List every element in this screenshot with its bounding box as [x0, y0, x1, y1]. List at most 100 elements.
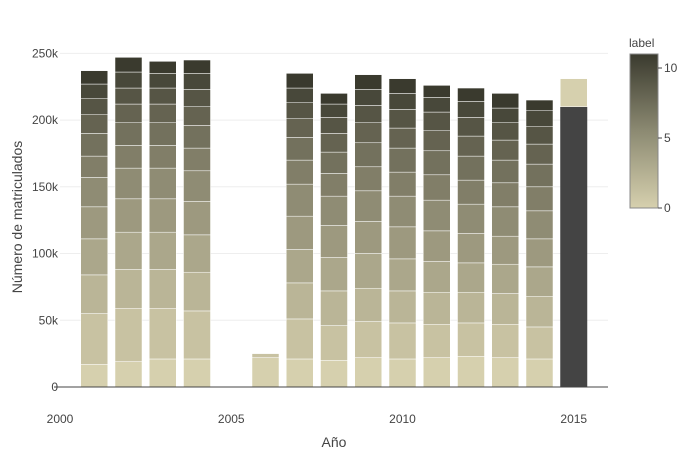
- bar-segment: [491, 159, 519, 184]
- bar-segment: [354, 357, 382, 388]
- bar-segment: [183, 73, 211, 90]
- bar-segment: [149, 122, 177, 146]
- bar-segment: [80, 238, 108, 276]
- bar-segment: [457, 179, 485, 205]
- bar-segment: [286, 102, 314, 119]
- bar-segment: [80, 177, 108, 208]
- bar-segment: [354, 321, 382, 358]
- bar-segment: [457, 262, 485, 293]
- bar-segment: [286, 159, 314, 185]
- bar-segment: [80, 83, 108, 99]
- bar-segment: [320, 195, 348, 226]
- bar-segment: [457, 233, 485, 264]
- bar-segment: [80, 98, 108, 115]
- bar-segment: [320, 103, 348, 118]
- bar-segment: [149, 358, 177, 388]
- bar-segment: [457, 356, 485, 388]
- bar-segment: [457, 87, 485, 102]
- bar-segment: [423, 150, 451, 176]
- bar-segment: [80, 313, 108, 365]
- bar-segment: [491, 139, 519, 161]
- bar-segment: [80, 70, 108, 85]
- x-axis-title: Año: [322, 434, 347, 450]
- bar-segment: [388, 258, 417, 292]
- bars: [80, 57, 588, 388]
- bar-segment: [149, 231, 177, 270]
- colorbar: label 0 5 10: [629, 36, 678, 215]
- bar-segment: [388, 93, 417, 110]
- y-axis-title: Número de matriculados: [9, 141, 25, 294]
- bar-segment: [525, 210, 554, 240]
- bar-segment: [149, 198, 177, 233]
- bar-segment: [183, 201, 211, 236]
- bar-segment: [525, 295, 554, 328]
- bar-segment: [183, 271, 211, 312]
- bar-segment: [354, 287, 382, 322]
- bar-segment: [80, 114, 108, 134]
- bar-segment: [423, 357, 451, 388]
- bar-segment: [354, 122, 382, 144]
- bar-segment: [149, 103, 177, 123]
- bar-segment: [80, 206, 108, 240]
- bar-segment: [388, 290, 417, 324]
- bar-segment: [354, 105, 382, 123]
- bar-segment: [423, 174, 451, 201]
- bar-segment: [457, 291, 485, 324]
- bar-segment: [423, 230, 451, 262]
- colorbar-ticks: 0 5 10: [658, 61, 678, 215]
- bar-segment: [491, 263, 519, 294]
- bar-segment: [525, 163, 554, 188]
- bar-segment: [320, 133, 348, 153]
- bar-segment: [286, 183, 314, 217]
- colorbar-tick-label: 5: [664, 131, 671, 145]
- bar-segment: [114, 308, 143, 362]
- bar-segment: [354, 253, 382, 289]
- bar-segment: [423, 85, 451, 98]
- colorbar-tick-label: 0: [664, 201, 671, 215]
- bar-segment: [457, 101, 485, 118]
- bar-segment: [149, 73, 177, 89]
- bar-segment: [525, 110, 554, 127]
- bar-segment: [149, 87, 177, 105]
- bar-segment: [286, 137, 314, 161]
- bar-segment: [286, 73, 314, 89]
- bar-segment: [286, 282, 314, 320]
- bar-segment: [80, 364, 108, 388]
- bar-segment: [491, 107, 519, 123]
- bar-segment: [388, 358, 417, 388]
- bar-segment: [114, 103, 143, 123]
- bar-segment: [388, 195, 417, 228]
- bar-segment: [354, 89, 382, 106]
- bar-segment: [183, 358, 211, 388]
- bar-segment: [320, 290, 348, 326]
- bar-segment: [423, 324, 451, 358]
- y-tick-label: 150k: [32, 180, 59, 194]
- bar-segment: [149, 308, 177, 360]
- x-tick-label: 2005: [218, 412, 245, 426]
- bar-segment: [423, 111, 451, 132]
- bar-segment: [388, 322, 417, 360]
- bar-segment: [525, 99, 554, 111]
- bar-segment: [114, 269, 143, 309]
- bar-segment: [320, 151, 348, 174]
- bar-segment: [388, 109, 417, 129]
- bar-segment: [114, 71, 143, 89]
- bar-segment: [320, 173, 348, 197]
- bar-segment: [423, 130, 451, 152]
- bar-segment: [320, 117, 348, 134]
- bar-segment: [114, 167, 143, 200]
- bar-segment: [286, 249, 314, 284]
- bar-segment: [183, 125, 211, 149]
- bar-segment: [149, 269, 177, 309]
- bar-segment: [457, 322, 485, 357]
- bar-segment: [354, 74, 382, 90]
- bar-segment: [388, 78, 417, 94]
- bar-segment: [183, 89, 211, 107]
- bar-segment: [457, 117, 485, 137]
- bar-segment: [388, 127, 417, 149]
- bar-segment: [183, 234, 211, 273]
- bar-segment: [525, 186, 554, 212]
- bar-segment: [491, 324, 519, 358]
- bar-segment: [491, 122, 519, 141]
